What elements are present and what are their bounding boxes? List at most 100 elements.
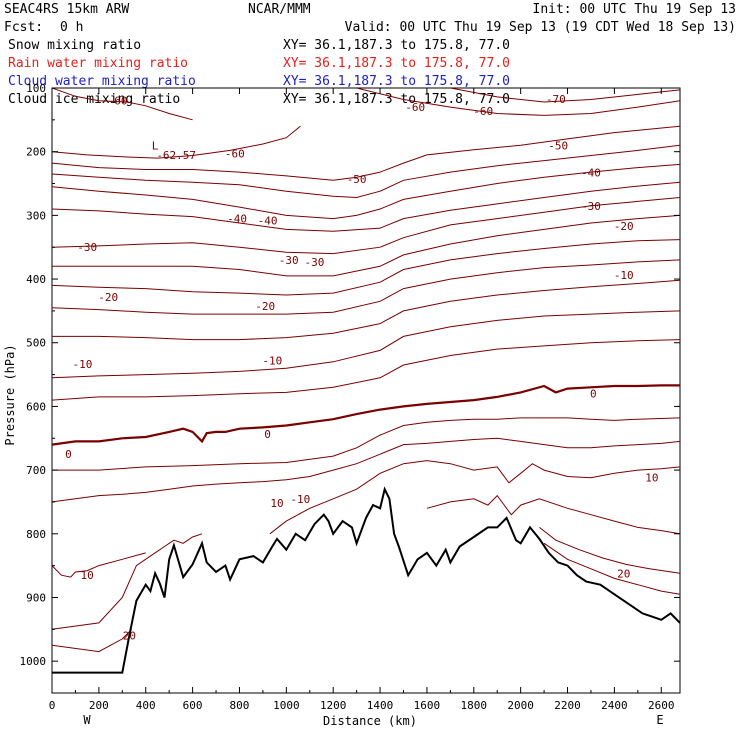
contour-line bbox=[543, 542, 680, 595]
contour-label: -20 bbox=[614, 220, 634, 233]
contour-label: 0 bbox=[264, 428, 271, 441]
contour-line bbox=[52, 437, 680, 503]
chart-annotation: -62.57 bbox=[156, 149, 196, 162]
y-tick-label: 1000 bbox=[20, 655, 47, 668]
contour-line bbox=[52, 279, 680, 341]
legend-entry-xy: XY= 36.1,187.3 to 175.8, 77.0 bbox=[283, 38, 510, 53]
x-tick-label: 800 bbox=[230, 699, 250, 712]
contour-label: -30 bbox=[279, 254, 299, 267]
contour-label: -20 bbox=[255, 300, 275, 313]
fcst-value: 0 h bbox=[60, 20, 83, 35]
contour-label: 0 bbox=[65, 448, 72, 461]
legend-entry-name: Rain water mixing ratio bbox=[8, 56, 188, 71]
contour-line bbox=[52, 125, 680, 181]
contour-label: -40 bbox=[258, 214, 278, 227]
annotations: L-62.57 bbox=[152, 139, 196, 162]
y-tick-label: 700 bbox=[26, 464, 46, 477]
y-tick-label: 500 bbox=[26, 337, 46, 350]
contour-label: -30 bbox=[581, 200, 601, 213]
contour-line bbox=[52, 628, 133, 653]
contour-line bbox=[52, 214, 680, 277]
plot-frame bbox=[51, 87, 681, 694]
y-tick-label: 300 bbox=[26, 209, 46, 222]
contour-line bbox=[450, 88, 680, 103]
org-title: NCAR/MMM bbox=[248, 2, 311, 17]
contour-label: -60 bbox=[108, 95, 128, 108]
x-tick-label: 2000 bbox=[507, 699, 534, 712]
x-axis-label: Distance (km) bbox=[323, 714, 417, 728]
contour-label: -40 bbox=[581, 167, 601, 180]
contour-label: -60 bbox=[405, 101, 425, 114]
contour-label: -10 bbox=[73, 358, 93, 371]
plot-area: -70-60 -60 -60-60-50-50-40 -40-40-30-30 -30-… bbox=[20, 82, 681, 712]
contour-line bbox=[539, 527, 680, 574]
x-tick-label: 400 bbox=[136, 699, 156, 712]
contour-label: -20 bbox=[98, 291, 118, 304]
contour-labels: -70-60 -60 -60-60-50-50-40 -40-40-30-30 -30-… bbox=[65, 93, 658, 643]
chart-annotation: L bbox=[152, 139, 159, 152]
terrain-series bbox=[52, 486, 680, 674]
contour-line bbox=[52, 239, 680, 296]
y-tick-label: 100 bbox=[26, 82, 46, 95]
contour-line bbox=[52, 144, 680, 199]
contour-label: -60 bbox=[473, 105, 493, 118]
contour-line bbox=[52, 310, 680, 379]
x-tick-label: 0 bbox=[49, 699, 56, 712]
contour-line bbox=[52, 417, 680, 471]
contour-lines bbox=[52, 88, 680, 653]
contour-label: 0 bbox=[590, 388, 597, 401]
x-tick-label: 1400 bbox=[367, 699, 394, 712]
contour-line bbox=[356, 88, 680, 116]
y-tick-label: 400 bbox=[26, 273, 46, 286]
contour-label: 20 bbox=[617, 567, 630, 580]
contour-label: -70 bbox=[546, 93, 566, 106]
contour-label: -50 bbox=[347, 173, 367, 186]
contour-label: -50 bbox=[548, 139, 568, 152]
init-time: Init: 00 UTC Thu 19 Sep 13 bbox=[533, 2, 737, 17]
y-tick-label: 800 bbox=[26, 528, 46, 541]
legend-entry-xy: XY= 36.1,187.3 to 175.8, 77.0 bbox=[283, 74, 510, 89]
contour-label: -30 bbox=[77, 241, 97, 254]
contour-label: -40 bbox=[227, 213, 247, 226]
y-tick-label: 600 bbox=[26, 400, 46, 413]
x-tick-label: 1600 bbox=[414, 699, 441, 712]
y-tick-label: 900 bbox=[26, 591, 46, 604]
contour-line bbox=[52, 125, 301, 159]
legend-entry-name: Snow mixing ratio bbox=[8, 38, 141, 53]
x-tick-label: 600 bbox=[183, 699, 203, 712]
x-axis: 0 200 400 600 800 1000 1200 1400 1600 1800 2000 220… bbox=[49, 88, 675, 712]
x-end-label-east: E bbox=[656, 713, 663, 727]
terrain-line bbox=[52, 486, 680, 674]
contour-line bbox=[426, 494, 680, 535]
x-tick-label: 1000 bbox=[273, 699, 300, 712]
legend-entry-xy: XY= 36.1,187.3 to 175.8, 77.0 bbox=[283, 92, 510, 107]
contour-line bbox=[52, 163, 680, 220]
contour-line bbox=[52, 181, 680, 232]
contour-label: 10 bbox=[270, 497, 283, 510]
x-tick-label: 2200 bbox=[554, 699, 581, 712]
x-tick-label: 200 bbox=[89, 699, 109, 712]
y-tick-label: 200 bbox=[26, 146, 46, 159]
legend-entry-name: Cloud water mixing ratio bbox=[8, 74, 196, 89]
legend-entry-xy: XY= 36.1,187.3 to 175.8, 77.0 bbox=[283, 56, 510, 71]
contour-line bbox=[52, 88, 193, 121]
fcst-label: Fcst: bbox=[4, 20, 43, 35]
valid-time: Valid: 00 UTC Thu 19 Sep 13 (19 CDT Wed … bbox=[345, 20, 736, 35]
x-tick-label: 2400 bbox=[601, 699, 628, 712]
contour-line bbox=[52, 384, 680, 446]
legend: Snow mixing ratio XY= 36.1,187.3 to 175.8… bbox=[8, 38, 510, 107]
contour-line bbox=[52, 259, 680, 315]
x-tick-label: 2600 bbox=[648, 699, 675, 712]
contour-line bbox=[52, 552, 146, 578]
contour-label: 10 bbox=[645, 472, 658, 485]
x-tick-label: 1200 bbox=[320, 699, 347, 712]
contour-label: -10 bbox=[290, 493, 310, 506]
contour-line bbox=[52, 533, 203, 630]
contour-label: -10 bbox=[262, 355, 282, 368]
model-title: SEAC4RS 15km ARW bbox=[4, 2, 129, 17]
contour-label: -60 bbox=[225, 148, 245, 161]
contour-line bbox=[52, 339, 680, 401]
